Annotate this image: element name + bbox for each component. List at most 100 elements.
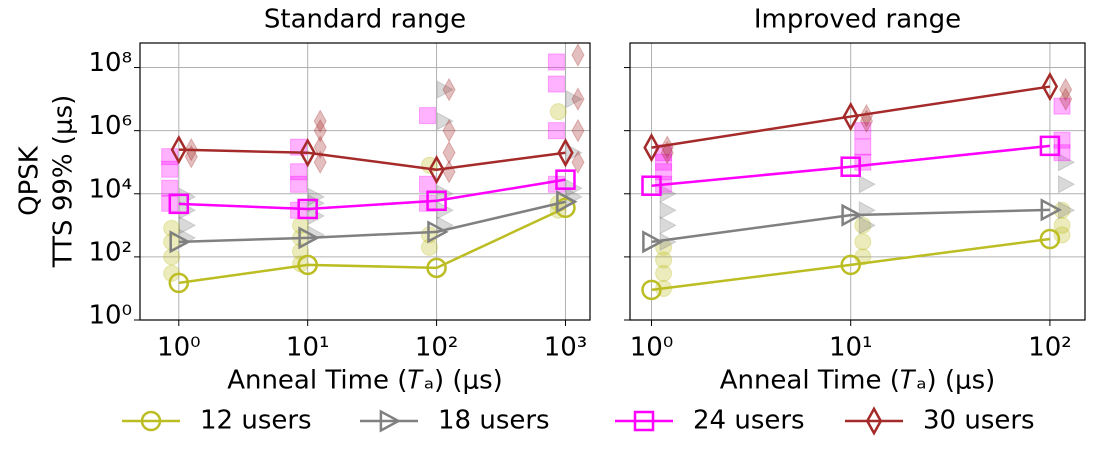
cloud-point — [854, 216, 872, 234]
cloud-point — [858, 216, 876, 235]
cloud-point — [1059, 77, 1073, 102]
cloud-point — [547, 53, 565, 71]
data-marker — [426, 190, 447, 212]
cloud-point — [571, 87, 585, 111]
data-marker — [840, 254, 861, 276]
cloud-point — [1053, 97, 1071, 115]
legend-label: 18 users — [438, 406, 550, 436]
data-marker — [557, 137, 574, 168]
legend-label: 24 users — [693, 406, 805, 436]
plot-frame — [139, 42, 591, 321]
data-marker — [556, 190, 578, 214]
cloud-point — [1053, 131, 1071, 149]
data-marker — [840, 156, 861, 177]
data-marker — [641, 175, 662, 196]
x-tick-label: 10⁰ — [157, 333, 201, 363]
x-tick-label: 10² — [1028, 333, 1072, 363]
series-line — [651, 208, 1050, 244]
cloud-point — [313, 150, 327, 175]
data-marker — [169, 230, 191, 254]
cloud-point — [571, 118, 585, 143]
x-tick-label: 10¹ — [286, 333, 330, 363]
data-marker — [555, 169, 576, 190]
data-marker — [841, 203, 863, 227]
cloud-point — [1053, 201, 1071, 219]
data-marker — [297, 254, 318, 276]
cloud-point — [442, 140, 456, 165]
cloud-point — [565, 89, 583, 109]
cloud-point — [161, 160, 179, 178]
series-line — [178, 206, 566, 285]
x-tick-label: 10¹ — [829, 333, 873, 363]
cloud-point — [858, 201, 876, 220]
data-marker — [643, 132, 660, 163]
cloud-point — [442, 118, 456, 143]
data-marker — [299, 137, 316, 168]
cloud-point — [659, 216, 677, 235]
x-axis-label: Anneal Time (𝑇ₐ) (μs) — [227, 366, 503, 396]
plot-frame — [629, 42, 1086, 321]
y-tick-label: 10⁶ — [88, 111, 132, 141]
cloud-point — [547, 75, 565, 93]
legend-label: 30 users — [923, 406, 1035, 436]
cloud-point — [549, 103, 567, 121]
cloud-point — [313, 135, 327, 159]
data-marker — [298, 226, 320, 250]
x-tick-label: 10⁰ — [630, 333, 674, 363]
x-axis-label: Anneal Time (𝑇ₐ) (μs) — [720, 366, 996, 396]
cloud-point — [418, 175, 436, 193]
cloud-point — [571, 43, 585, 67]
cloud-point — [655, 264, 673, 282]
cloud-point — [655, 251, 673, 269]
cloud-point — [1057, 175, 1076, 194]
data-marker — [427, 220, 449, 244]
data-marker — [168, 193, 190, 215]
cloud-point — [547, 122, 565, 140]
x-tick-label: 10² — [415, 333, 459, 363]
cloud-point — [859, 103, 874, 128]
data-marker — [428, 154, 445, 185]
x-tick-label: 10³ — [544, 333, 588, 363]
cloud-point — [436, 80, 454, 99]
cloud-point — [290, 175, 308, 193]
y-tick-label: 10² — [88, 237, 132, 267]
cloud-point — [313, 118, 327, 143]
cloud-point — [178, 216, 197, 235]
cloud-point — [1059, 87, 1073, 111]
cloud-point — [854, 233, 872, 251]
series-line — [651, 144, 1051, 187]
cloud-point — [442, 77, 456, 102]
legend-marker — [379, 409, 402, 433]
cloud-point — [1053, 216, 1071, 234]
cloud-point — [659, 201, 677, 220]
series-line — [178, 178, 566, 211]
legend-marker — [140, 410, 162, 432]
cloud-point — [854, 138, 872, 156]
legend-marker — [865, 406, 883, 436]
cloud-point — [418, 107, 436, 125]
cloud-point — [1057, 152, 1076, 172]
legend-marker — [633, 410, 655, 432]
series-line — [651, 85, 1051, 149]
chart-title: Improved range — [754, 5, 961, 35]
y-tick-label: 10⁴ — [88, 174, 132, 204]
series-line — [178, 148, 566, 171]
data-marker — [641, 279, 662, 301]
cloud-point — [858, 175, 876, 194]
y-axis-label: TTS 99% (μs) — [49, 95, 79, 269]
data-marker — [297, 198, 318, 220]
cloud-point — [655, 153, 673, 171]
data-marker — [842, 101, 859, 132]
data-marker — [642, 230, 664, 254]
cloud-point — [854, 122, 872, 140]
data-marker — [426, 257, 447, 279]
data-marker — [1039, 228, 1061, 250]
cloud-point — [571, 150, 585, 175]
series-line — [178, 200, 566, 244]
cloud-point — [436, 111, 454, 131]
data-marker — [168, 272, 190, 294]
y-tick-label: 10⁰ — [88, 301, 132, 331]
legend-label: 12 users — [200, 406, 312, 436]
y-axis-label: QPSK — [15, 145, 45, 216]
